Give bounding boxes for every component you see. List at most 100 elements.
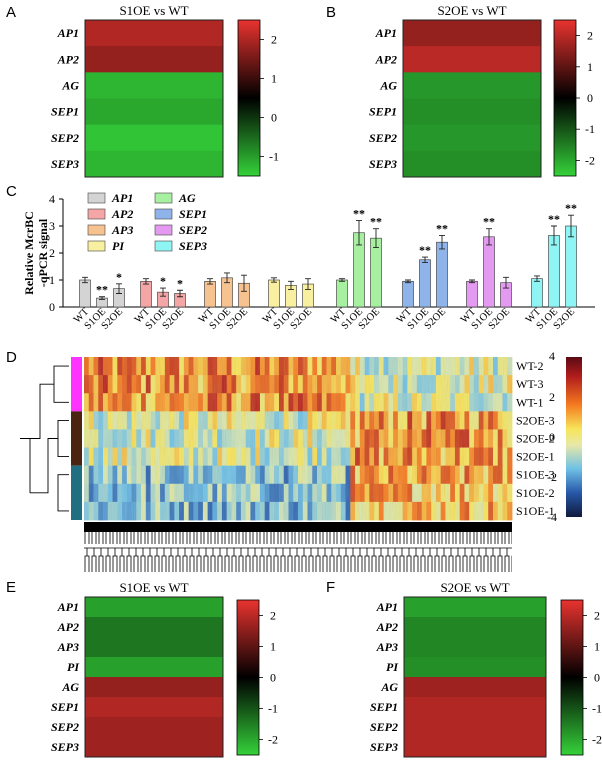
- heatmap-cell: [404, 637, 546, 658]
- row-label: SEP2: [369, 131, 397, 145]
- bar: [402, 281, 414, 308]
- legend-swatch: [87, 240, 106, 252]
- heatmap-D: WT-2 WT-3 WT-1 S2OE-3 S2OE-2 S2OE-1 S1OE-3 S1OE…: [20, 349, 582, 572]
- sample-label: S2OE-2: [516, 432, 555, 446]
- heatmap-cell: [85, 677, 223, 698]
- group-bar-S1OE: [71, 465, 82, 520]
- panel-letter-A: A: [6, 4, 16, 21]
- heatmap-cell: [404, 697, 546, 718]
- significance-mark: **: [436, 221, 448, 235]
- legend-label: AG: [178, 191, 196, 205]
- colorbar-tick-label: -2: [592, 733, 602, 747]
- colorbar-tick-label: -2: [268, 733, 278, 747]
- colorbar-tick-label: 0: [587, 91, 593, 105]
- sample-label: S1OE-3: [516, 468, 555, 482]
- heatmap-cell: [85, 72, 223, 99]
- bar: [531, 278, 543, 308]
- row-label: SEP3: [51, 740, 79, 754]
- row-label: AG: [379, 78, 397, 92]
- colorbar-tick-label: 0: [270, 671, 276, 685]
- heatmap-cell: [85, 150, 223, 178]
- legend-label: AP2: [111, 207, 133, 221]
- colorbar-tick-label: 1: [270, 640, 276, 654]
- column-dendrogram-leaves: [84, 522, 512, 532]
- y-tick-label: 3: [49, 219, 55, 233]
- legend-swatch: [154, 192, 173, 204]
- y-tick-label: 0: [49, 300, 55, 314]
- error-bar: [143, 278, 149, 285]
- bar: [204, 281, 216, 308]
- heatmap-cell: [85, 98, 223, 126]
- legend-swatch: [154, 224, 173, 236]
- sample-label: S2OE-1: [516, 450, 555, 464]
- error-bar: [551, 225, 557, 246]
- y-axis-label: Relative McrBC-qPCR signal: [22, 211, 50, 295]
- error-bar: [99, 296, 105, 300]
- significance-mark: *: [177, 276, 183, 290]
- row-label: AP2: [57, 52, 79, 66]
- colorbar-tick-label: -1: [268, 702, 278, 716]
- legend-swatch: [87, 224, 106, 236]
- bar: [548, 235, 560, 308]
- row-label: AP2: [376, 620, 398, 634]
- row-label: SEP1: [369, 105, 397, 119]
- error-bar: [405, 279, 411, 284]
- sample-label: S2OE-3: [516, 413, 555, 427]
- heatmap-cell: [403, 72, 541, 99]
- heatmap-cell: [403, 20, 541, 47]
- heatmap-cell: [404, 737, 546, 758]
- colorbar-tick-label: 2: [270, 609, 276, 623]
- heatmap-texture: [84, 357, 512, 520]
- error-bar: [177, 289, 183, 298]
- bar: [483, 236, 495, 308]
- heatmap-title: S1OE vs WT: [119, 580, 188, 595]
- bar: [336, 279, 348, 308]
- colorbar: [566, 357, 582, 517]
- error-bar: [503, 276, 509, 289]
- row-label: AP2: [57, 620, 79, 634]
- significance-mark: *: [160, 274, 166, 288]
- error-bar: [288, 280, 294, 290]
- row-label: AP1: [57, 26, 79, 40]
- legend-label: SEP1: [179, 207, 207, 221]
- legend-label: PI: [112, 239, 125, 253]
- group-bar-WT: [71, 357, 82, 412]
- panel-letter-D: D: [6, 349, 17, 366]
- bar: [268, 279, 280, 308]
- sample-label: WT-1: [516, 395, 544, 409]
- panel-letter-C: C: [6, 183, 17, 200]
- heatmap-cell: [403, 150, 541, 178]
- colorbar-tick-label: 2: [271, 33, 277, 47]
- heatmap-cell: [85, 737, 223, 758]
- significance-mark: **: [419, 243, 431, 257]
- error-bar: [373, 228, 379, 249]
- row-label: AP1: [375, 26, 397, 40]
- legend-label: SEP2: [179, 223, 207, 237]
- heatmap-cell: [85, 717, 223, 738]
- y-tick-label: 1: [49, 273, 55, 287]
- row-label: AP3: [57, 640, 79, 654]
- legend-label: AP3: [111, 223, 133, 237]
- bar: [419, 259, 431, 308]
- row-label: AG: [61, 78, 79, 92]
- significance-mark: *: [116, 270, 122, 284]
- bar: [370, 237, 382, 308]
- error-bar: [241, 274, 247, 292]
- colorbar-tick-label: 1: [594, 640, 600, 654]
- error-bar: [160, 287, 166, 297]
- bar-chart-C: 0 1 2 3 4 Relative McrBC-qPCR signal AP1 AG AP2 S…: [22, 191, 595, 332]
- heatmap-title: S2OE vs WT: [440, 580, 509, 595]
- sample-label: WT-2: [516, 359, 544, 373]
- row-label: SEP1: [370, 700, 398, 714]
- heatmap-cell: [85, 597, 223, 618]
- bar: [565, 225, 577, 308]
- colorbar-tick-label: 0: [594, 671, 600, 685]
- heatmap-border: [403, 596, 547, 758]
- error-bar: [356, 220, 362, 246]
- row-label: AP1: [57, 600, 79, 614]
- colorbar-tick-label: -1: [592, 702, 602, 716]
- heatmap-cell: [404, 717, 546, 738]
- heatmap-cell: [404, 677, 546, 698]
- significance-mark: **: [548, 212, 560, 226]
- colorbar: [236, 599, 260, 756]
